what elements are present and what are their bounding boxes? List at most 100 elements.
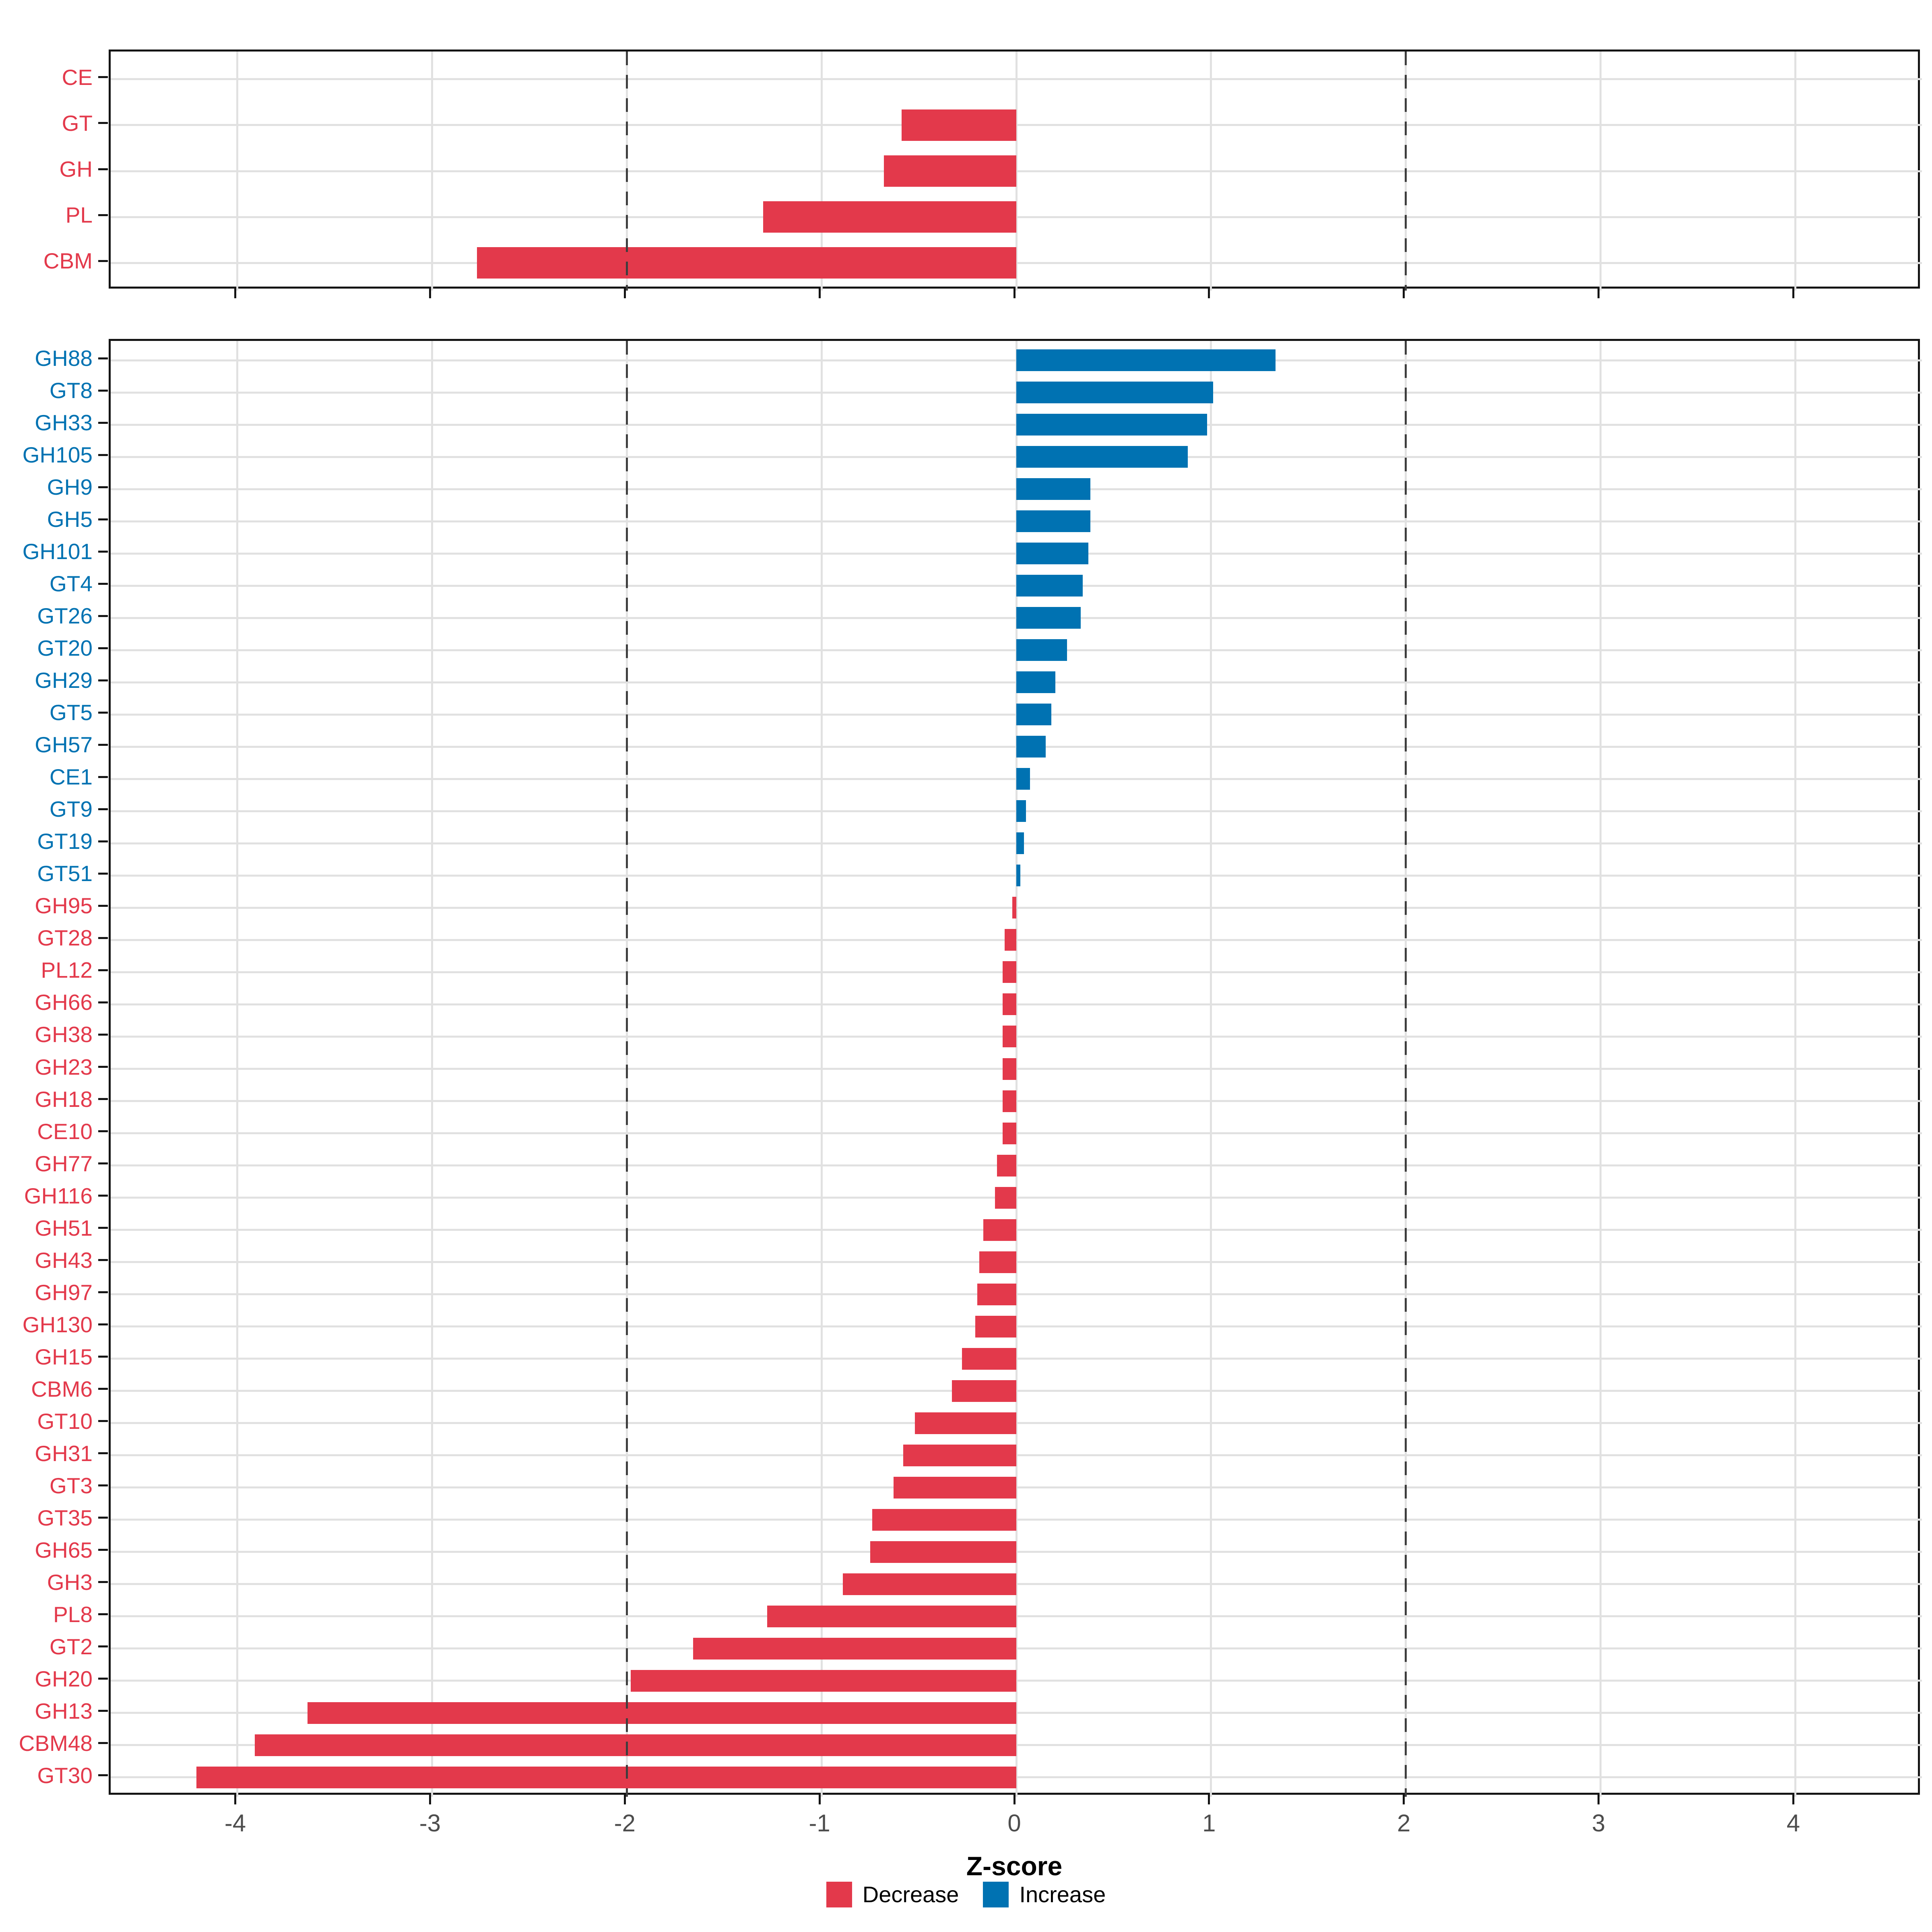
y-label-CE1: CE1 bbox=[50, 764, 93, 790]
x-tick bbox=[1403, 1795, 1405, 1804]
y-tick bbox=[98, 1001, 108, 1003]
bar-CBM bbox=[477, 247, 1016, 279]
y-label-CBM48: CBM48 bbox=[19, 1730, 93, 1756]
y-tick bbox=[98, 1742, 108, 1744]
bar-GH77 bbox=[997, 1154, 1016, 1177]
y-label-GH23: GH23 bbox=[35, 1054, 93, 1080]
y-label-GH18: GH18 bbox=[35, 1086, 93, 1112]
legend-item-decrease: Decrease bbox=[826, 1882, 959, 1907]
bar-GH20 bbox=[630, 1670, 1016, 1692]
y-label-GT: GT bbox=[62, 110, 93, 136]
y-tick bbox=[98, 486, 108, 488]
x-tick bbox=[1598, 289, 1600, 298]
bar-GH130 bbox=[975, 1315, 1016, 1338]
panel-cazyme-families bbox=[109, 339, 1922, 1797]
x-tick bbox=[1208, 1795, 1210, 1804]
bar-CE1 bbox=[1016, 768, 1030, 790]
legend-item-increase: Increase bbox=[983, 1882, 1106, 1907]
bar-CBM48 bbox=[255, 1734, 1016, 1756]
x-tick-label: 3 bbox=[1591, 1810, 1606, 1837]
dashed-line bbox=[1405, 341, 1407, 1797]
x-gridline bbox=[1600, 52, 1602, 291]
bar-GH9 bbox=[1016, 478, 1090, 500]
bar-GH29 bbox=[1016, 671, 1055, 694]
bar-GH18 bbox=[1003, 1090, 1016, 1112]
y-tick bbox=[98, 550, 108, 553]
y-label-GH95: GH95 bbox=[35, 893, 93, 919]
x-gridline bbox=[431, 52, 433, 291]
bar-GT19 bbox=[1016, 832, 1024, 855]
x-tick bbox=[1013, 1795, 1016, 1804]
bar-GH43 bbox=[979, 1251, 1016, 1273]
bar-GT9 bbox=[1016, 800, 1026, 822]
dashed-line bbox=[625, 341, 628, 1797]
y-tick bbox=[98, 937, 108, 939]
x-gridline bbox=[1794, 341, 1796, 1797]
y-label-GH130: GH130 bbox=[22, 1312, 93, 1337]
y-label-GH20: GH20 bbox=[35, 1666, 93, 1691]
y-label-GH9: GH9 bbox=[47, 475, 93, 500]
y-tick bbox=[98, 1227, 108, 1229]
y-label-GT3: GT3 bbox=[50, 1473, 93, 1498]
legend-swatch-decrease bbox=[826, 1882, 852, 1907]
x-tick bbox=[234, 1795, 237, 1804]
y-label-GH97: GH97 bbox=[35, 1280, 93, 1305]
x-tick bbox=[1792, 1795, 1794, 1804]
y-label-GT20: GT20 bbox=[37, 636, 93, 661]
y-tick bbox=[98, 582, 108, 585]
legend-swatch-increase bbox=[983, 1882, 1009, 1907]
y-tick bbox=[98, 647, 108, 649]
bar-GH105 bbox=[1016, 446, 1188, 468]
y-tick bbox=[98, 1549, 108, 1551]
y-tick bbox=[98, 1678, 108, 1680]
y-label-GH13: GH13 bbox=[35, 1698, 93, 1724]
y-tick bbox=[98, 1452, 108, 1455]
bar-GH31 bbox=[903, 1444, 1016, 1466]
bar-GT bbox=[901, 109, 1016, 141]
x-tick bbox=[234, 289, 237, 298]
bar-CE10 bbox=[1003, 1122, 1016, 1144]
y-tick bbox=[98, 1613, 108, 1616]
y-tick bbox=[98, 711, 108, 714]
bar-GT8 bbox=[1016, 382, 1213, 404]
bar-GH15 bbox=[962, 1348, 1016, 1370]
y-tick bbox=[98, 872, 108, 875]
y-tick bbox=[98, 808, 108, 810]
y-label-GH33: GH33 bbox=[35, 410, 93, 436]
x-gridline bbox=[820, 52, 823, 291]
bar-GT5 bbox=[1016, 704, 1052, 726]
y-label-GT4: GT4 bbox=[50, 571, 93, 597]
y-tick bbox=[98, 518, 108, 520]
legend-label: Decrease bbox=[862, 1882, 959, 1907]
x-gridline bbox=[236, 341, 239, 1797]
x-tick-label: 0 bbox=[1007, 1810, 1021, 1837]
x-gridline bbox=[236, 52, 239, 291]
x-tick-label: -1 bbox=[809, 1810, 830, 1837]
x-gridline bbox=[431, 341, 433, 1797]
bar-GT20 bbox=[1016, 639, 1067, 661]
y-tick bbox=[98, 168, 108, 170]
bar-GH5 bbox=[1016, 510, 1090, 533]
y-tick bbox=[98, 776, 108, 778]
y-label-GH77: GH77 bbox=[35, 1151, 93, 1176]
y-label-GH15: GH15 bbox=[35, 1344, 93, 1369]
y-tick bbox=[98, 1388, 108, 1390]
y-label-GH29: GH29 bbox=[35, 668, 93, 693]
y-tick bbox=[98, 679, 108, 681]
bar-GH95 bbox=[1012, 897, 1016, 919]
y-label-GH116: GH116 bbox=[24, 1183, 93, 1208]
y-label-GT10: GT10 bbox=[37, 1408, 93, 1434]
bar-GH13 bbox=[307, 1702, 1016, 1724]
bar-GT30 bbox=[196, 1766, 1016, 1788]
x-tick bbox=[429, 1795, 431, 1804]
y-label-GT8: GT8 bbox=[50, 378, 93, 403]
y-label-GH88: GH88 bbox=[35, 346, 93, 371]
bar-GT3 bbox=[894, 1476, 1016, 1499]
x-tick bbox=[818, 289, 821, 298]
x-gridline bbox=[820, 341, 823, 1797]
y-tick bbox=[98, 1291, 108, 1294]
y-label-GH66: GH66 bbox=[35, 990, 93, 1015]
y-tick bbox=[98, 357, 108, 359]
y-tick bbox=[98, 421, 108, 424]
y-tick bbox=[98, 615, 108, 617]
